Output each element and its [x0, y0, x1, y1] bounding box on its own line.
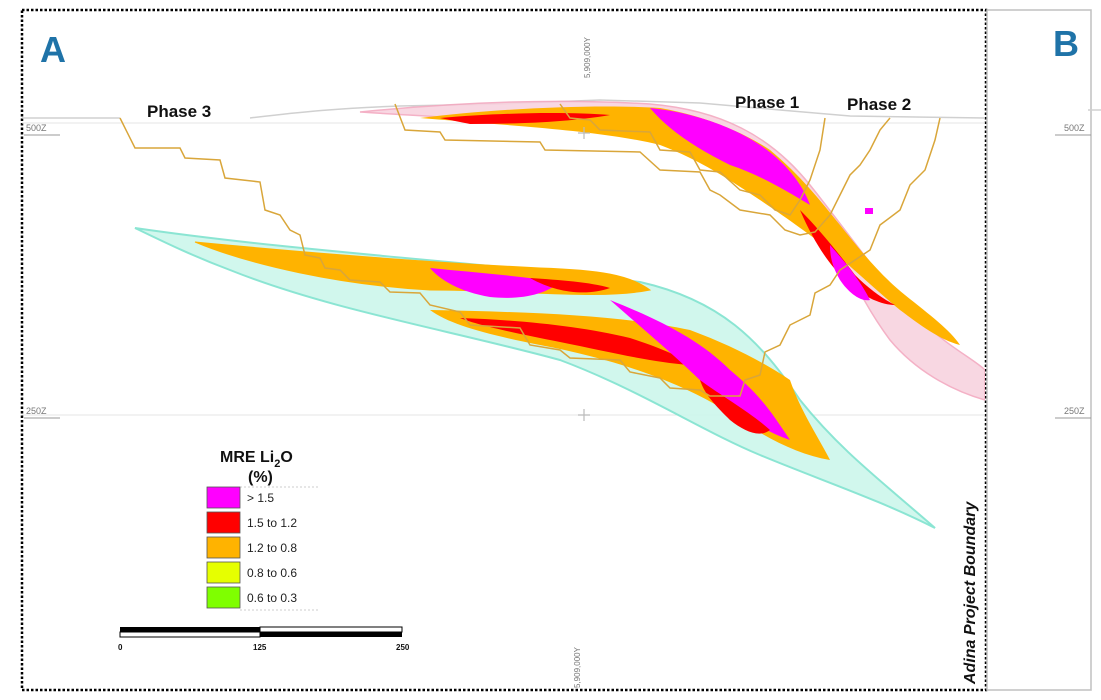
panel-a-frame: [20, 8, 988, 692]
legend-label-gt-1-5: > 1.5: [247, 491, 274, 505]
pit-shell-phase-1: [559, 103, 826, 216]
lower-red-blocks-3: [700, 380, 770, 434]
lower-high-grade-upper-lens: [430, 268, 560, 298]
legend-swatch-1-2-to-0-8: [206, 536, 241, 559]
legend-swatch-0-8-to-0-6: [206, 561, 241, 584]
legend-label-1-5-to-1-2: 1.5 to 1.2: [247, 516, 297, 530]
phase-label-3: Phase 3: [147, 102, 211, 121]
scale-bar-segment-3: [119, 631, 261, 638]
elevation-label-a-250: 250Z: [26, 406, 47, 416]
upper-high-grade-lens-2: [830, 245, 870, 301]
scale-tick-250: 250: [396, 643, 410, 652]
scale-tick-125: 125: [253, 643, 267, 652]
upper-high-grade-lens: [650, 108, 810, 205]
lower-high-grade-lens: [610, 300, 790, 440]
upper-isolated-block: [865, 208, 873, 214]
section-view: [22, 99, 985, 529]
grade-legend: MRE Li2O (%) > 1.5 1.5 to 1.2 1.2 to 0.8…: [206, 449, 320, 611]
lower-red-blocks-2: [460, 318, 690, 365]
project-boundary-label: Adina Project Boundary: [962, 501, 979, 685]
topography-line: [22, 99, 985, 119]
panel-b-frame: [986, 9, 1092, 691]
crosshair-upper: [578, 127, 590, 139]
scale-bar-segment-4: [260, 632, 402, 637]
elevation-label-b-250: 250Z: [1064, 406, 1085, 416]
legend-label-1-2-to-0-8: 1.2 to 0.8: [247, 541, 297, 555]
scale-bar: 0 125 250: [118, 626, 410, 652]
pit-shell-phase-3: [119, 117, 941, 397]
panel-label-a: A: [40, 29, 66, 70]
legend-swatch-gt-1-5: [206, 486, 241, 509]
phase-label-1: Phase 1: [735, 93, 799, 112]
elevation-label-b-500: 500Z: [1064, 123, 1085, 133]
legend-item: 0.8 to 0.6: [206, 561, 297, 584]
phase-label-2: Phase 2: [847, 95, 911, 114]
panel-label-b: B: [1053, 23, 1079, 64]
legend-swatch-0-6-to-0-3: [206, 586, 241, 609]
legend-item: > 1.5: [206, 486, 274, 509]
northing-label-top: 5,909,000Y: [583, 36, 592, 78]
upper-grade-blocks-orange: [420, 106, 960, 345]
northing-label-bottom: 5,909,000Y: [573, 646, 582, 688]
legend-label-0-6-to-0-3: 0.6 to 0.3: [247, 591, 297, 605]
legend-title: MRE Li2O: [220, 449, 293, 470]
scale-bar-segment-1: [120, 627, 260, 632]
scale-tick-0: 0: [118, 643, 123, 652]
crosshair-lower: [578, 409, 590, 421]
legend-swatch-1-5-to-1-2: [206, 511, 241, 534]
legend-item: 1.5 to 1.2: [206, 511, 297, 534]
lower-red-blocks-1: [530, 278, 610, 293]
scale-bar-segment-2: [259, 626, 403, 633]
legend-item: 0.6 to 0.3: [206, 586, 297, 609]
legend-unit: (%): [248, 469, 273, 486]
legend-label-0-8-to-0-6: 0.8 to 0.6: [247, 566, 297, 580]
pit-shell-phase-2: [394, 103, 891, 236]
elevation-label-a-500: 500Z: [26, 123, 47, 133]
lower-grade-blocks-orange-2: [430, 310, 830, 460]
legend-item: 1.2 to 0.8: [206, 536, 297, 559]
